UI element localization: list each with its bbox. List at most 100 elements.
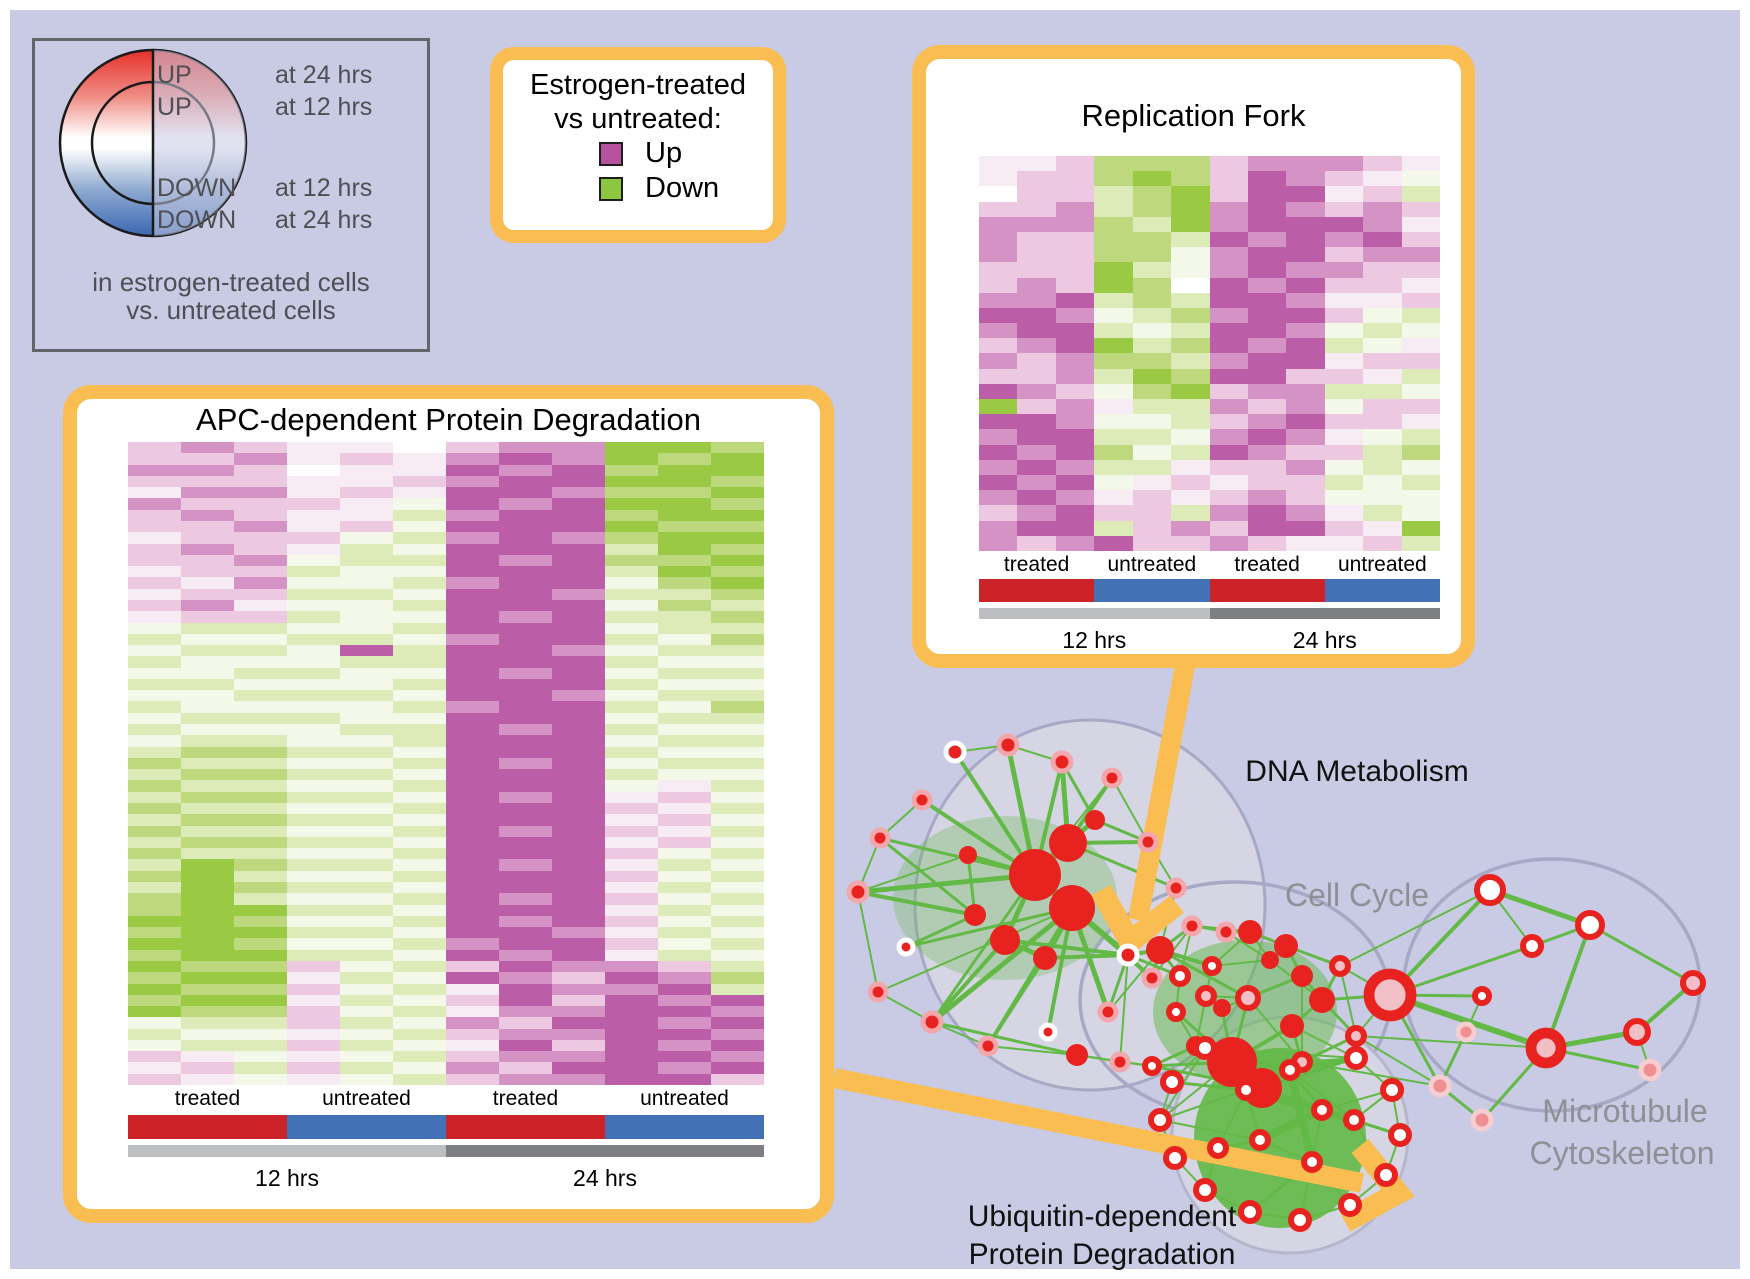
heatmap-cell: [979, 247, 1018, 263]
heatmap-cell: [499, 1006, 552, 1018]
heatmap-cell: [1094, 368, 1133, 384]
heatmap-cell: [658, 520, 711, 533]
heatmap-cell: [340, 520, 393, 533]
heatmap-cell: [1171, 399, 1210, 415]
heatmap-cell: [1363, 399, 1402, 415]
heatmap-row: [979, 490, 1441, 506]
heatmap-cell: [605, 757, 658, 770]
heatmap-cell: [1132, 368, 1172, 384]
heatmap-cell: [1324, 490, 1364, 506]
heatmap-row: [128, 599, 764, 612]
heatmap-cell: [552, 453, 605, 465]
heatmap-cell: [1171, 459, 1210, 475]
heatmap-cell: [1401, 262, 1441, 278]
heatmap-row: [128, 1017, 764, 1029]
heatmap-row: [979, 262, 1441, 278]
heatmap-cell: [446, 577, 499, 589]
heatmap-cell: [1324, 323, 1364, 339]
heatmap-cell: [499, 633, 552, 646]
heatmap-cell: [1247, 277, 1287, 293]
heatmap-cell: [1055, 520, 1095, 536]
heatmap-cell: [1094, 277, 1133, 293]
heatmap-cell: [128, 927, 181, 939]
heatmap-cell: [287, 735, 340, 747]
heatmap-cell: [446, 836, 499, 849]
heatmap-cell: [1094, 490, 1133, 506]
heatmap-cell: [979, 338, 1018, 354]
heatmap-cell: [340, 1006, 393, 1018]
replication-fork-panel: Replication Fork treated untreated treat…: [912, 45, 1475, 668]
heatmap-cell: [1055, 429, 1095, 445]
heatmap-cell: [605, 701, 658, 713]
heatmap-cell: [128, 915, 181, 928]
heatmap-cell: [605, 791, 658, 803]
heatmap-cell: [979, 216, 1018, 232]
heatmap-cell: [711, 487, 764, 499]
heatmap-cell: [446, 1028, 499, 1040]
heatmap-cell: [552, 938, 605, 950]
heatmap-cell: [1209, 535, 1248, 551]
heatmap-cell: [658, 1051, 711, 1063]
heatmap-row: [128, 588, 764, 600]
heatmap-cell: [287, 825, 340, 837]
heatmap-cell: [128, 566, 181, 578]
heatmap-cell: [1132, 247, 1172, 263]
heatmap-cell: [605, 690, 658, 702]
heatmap-cell: [1171, 474, 1210, 491]
heatmap-cell: [234, 577, 287, 589]
heatmap-cell: [1055, 307, 1095, 324]
heatmap-cell: [552, 1006, 605, 1018]
heatmap-cell: [499, 848, 552, 860]
heatmap-cell: [1363, 535, 1402, 551]
heatmap-cell: [446, 724, 499, 736]
heatmap-cell: [552, 656, 605, 668]
heatmap-cell: [1171, 520, 1210, 536]
heatmap-cell: [711, 520, 764, 533]
heatmap-row: [979, 414, 1441, 430]
heatmap-cell: [1286, 307, 1325, 324]
heatmap-cell: [711, 904, 764, 916]
heatmap-cell: [552, 690, 605, 702]
heatmap-cell: [287, 960, 340, 973]
heatmap-cell: [711, 769, 764, 781]
heatmap-cell: [393, 1017, 446, 1029]
heatmap-cell: [1094, 383, 1133, 399]
heatmap-cell: [1017, 505, 1056, 521]
heatmap-cell: [658, 532, 711, 544]
heatmap-cell: [1055, 368, 1095, 384]
heatmap-cell: [1324, 414, 1364, 430]
heatmap-cell: [234, 645, 287, 657]
heatmap-cell: [711, 577, 764, 589]
heatmap-cell: [1055, 383, 1095, 399]
heatmap-row: [128, 1028, 764, 1040]
heatmap-cell: [393, 475, 446, 488]
heatmap-row: [128, 690, 764, 702]
heatmap-cell: [1363, 414, 1402, 430]
heatmap-cell: [340, 701, 393, 713]
heatmap-cell: [658, 927, 711, 939]
heatmap-cell: [1324, 262, 1364, 278]
heatmap-cell: [499, 656, 552, 668]
heatmap-cell: [605, 599, 658, 612]
heatmap-cell: [128, 645, 181, 657]
heatmap-cell: [1132, 383, 1172, 399]
heatmap-cell: [499, 599, 552, 612]
heatmap-row: [979, 520, 1441, 536]
heatmap-row: [128, 532, 764, 544]
heatmap-cell: [552, 712, 605, 725]
heatmap-cell: [552, 893, 605, 905]
rf-12hrs-label: 12 hrs: [1062, 627, 1127, 653]
heatmap-cell: [605, 487, 658, 499]
heatmap-cell: [552, 757, 605, 770]
heatmap-cell: [499, 904, 552, 916]
heatmap-cell: [499, 645, 552, 657]
heatmap-cell: [552, 622, 605, 634]
heatmap-cell: [393, 453, 446, 465]
heatmap-cell: [340, 927, 393, 939]
heatmap-cell: [181, 566, 234, 578]
rf-time-bars: [979, 608, 1440, 619]
heatmap-cell: [658, 972, 711, 984]
heatmap-cell: [711, 712, 764, 725]
heatmap-cell: [287, 487, 340, 499]
heatmap-cell: [393, 972, 446, 984]
